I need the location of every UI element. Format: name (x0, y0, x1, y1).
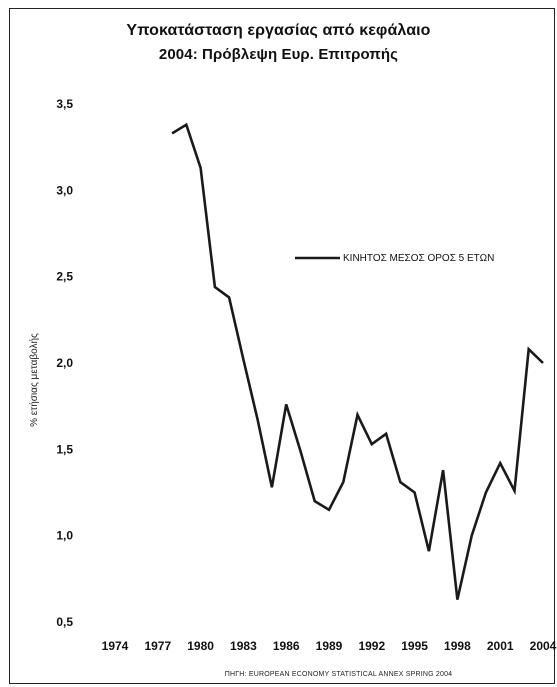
y-axis-label: % ετήσιας μεταβολής (28, 333, 40, 427)
x-tick-label: 1998 (444, 639, 471, 653)
x-tick-label: 1980 (187, 639, 214, 653)
series-group (171, 122, 544, 600)
x-axis-ticks: 1974 1977 1980 1983 1986 1989 1992 1995 1998 2001… (102, 639, 557, 653)
legend-label: ΚΙΝΗΤΟΣ ΜΕΣΟΣ ΟΡΟΣ 5 ΕΤΩΝ (343, 253, 494, 264)
source-note: ΠΗΓΗ: EUROPEAN ECONOMY STATISTICAL ANNEX… (224, 671, 453, 678)
chart-title: Υποκατάσταση εργασίας από κεφάλαιο (126, 22, 431, 39)
series-line (171, 122, 544, 600)
x-tick-label: 2004 (530, 639, 557, 653)
y-tick-label: 0,5 (56, 615, 73, 629)
chart-subtitle: 2004: Πρόβλεψη Ευρ. Επιτροπής (158, 46, 399, 63)
y-tick-label: 2,5 (56, 270, 73, 284)
x-tick-label: 1989 (316, 639, 343, 653)
y-tick-label: 1,0 (56, 529, 73, 543)
x-tick-label: 1986 (273, 639, 300, 653)
x-tick-label: 1977 (144, 639, 171, 653)
x-tick-label: 1974 (102, 639, 129, 653)
x-tick-label: 2001 (487, 639, 514, 653)
y-axis-ticks: 0,5 1,0 1,5 2,0 2,5 3,0 3,5 (56, 97, 73, 629)
y-tick-label: 1,5 (56, 442, 73, 456)
x-tick-label: 1992 (358, 639, 385, 653)
y-tick-label: 3,5 (56, 97, 73, 111)
legend: ΚΙΝΗΤΟΣ ΜΕΣΟΣ ΟΡΟΣ 5 ΕΤΩΝ (295, 253, 494, 264)
x-tick-label: 1995 (401, 639, 428, 653)
x-tick-label: 1983 (230, 639, 257, 653)
y-tick-label: 2,0 (56, 356, 73, 370)
y-tick-label: 3,0 (56, 183, 73, 197)
